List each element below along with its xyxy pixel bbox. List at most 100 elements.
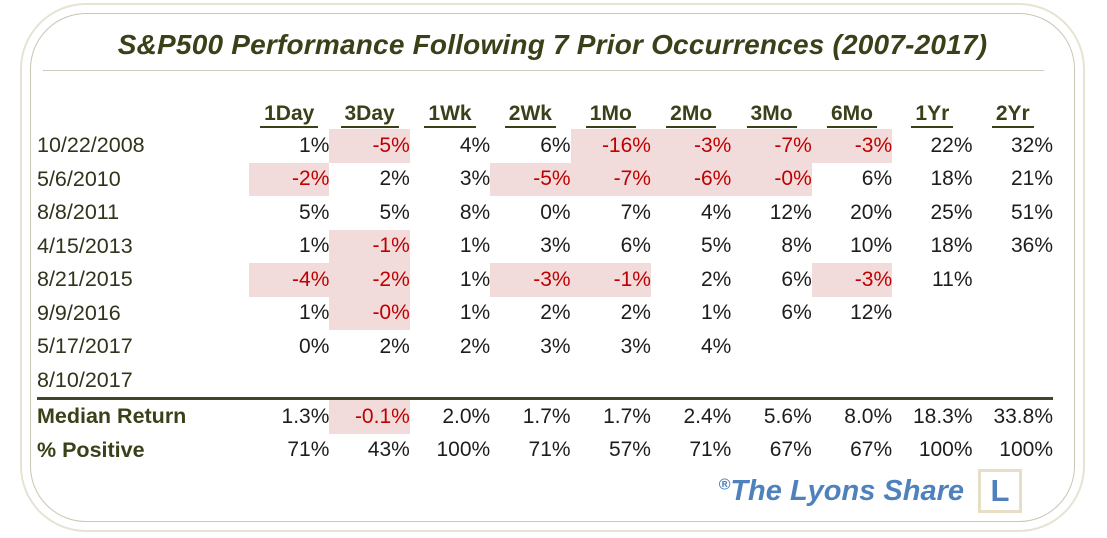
table-row: 5/17/2017 0% 2% 2% 3% 3% 4% xyxy=(37,330,1053,364)
value-cell: 4% xyxy=(701,200,732,224)
value-cell xyxy=(731,330,811,364)
value-cell: 8% xyxy=(781,234,812,258)
column-header-label: 1Day xyxy=(260,102,319,128)
column-header-1yr: 1Yr xyxy=(892,95,972,129)
value-cell: -7% xyxy=(731,129,812,163)
value-cell: 2.0% xyxy=(409,397,491,434)
summary-row: % Positive 71% 43% 100% 71% 57% 71% 67% 67% 100% 1… xyxy=(37,434,1053,468)
date-label: 10/22/2008 xyxy=(37,133,145,158)
value-cell: 51% xyxy=(1010,200,1053,224)
value-cell: 4% xyxy=(459,133,491,157)
value-cell: 18% xyxy=(930,167,973,191)
table-row: 10/22/2008 1% -5% 4% 6% -16% -3% -7% -3% 22% 32% xyxy=(37,129,1053,163)
value-cell xyxy=(651,364,731,399)
summary-label: Median Return xyxy=(37,397,250,434)
value-cell: 5% xyxy=(379,200,410,224)
summary-row: Median Return 1.3% -0.1% 2.0% 1.7% 1.7% 2.4% 5.… xyxy=(37,397,1053,434)
value-cell: 6% xyxy=(861,167,893,191)
header-row: 1Day 3Day 1Wk 2Wk 1Mo 2Mo 3Mo 6Mo 1Yr 2Yr xyxy=(37,95,1053,129)
column-header-1wk: 1Wk xyxy=(410,95,490,129)
value-cell: 71% xyxy=(528,438,571,462)
value-cell: 32% xyxy=(1010,133,1053,157)
value-cell: 2% xyxy=(459,334,491,358)
column-header-label: 1Yr xyxy=(911,102,954,128)
table-row: 8/8/2011 5% 5% 8% 0% 7% 4% 12% 20% 25% 51% xyxy=(37,196,1053,230)
chart-title: S&P500 Performance Following 7 Prior Occ… xyxy=(117,29,988,60)
column-header-1day: 1Day xyxy=(249,95,329,129)
value-cell: 3% xyxy=(620,334,651,358)
watermark: ®The Lyons Share L xyxy=(719,469,1022,513)
value-cell: 6% xyxy=(620,234,651,258)
date-label: 8/21/2015 xyxy=(37,267,133,292)
value-cell: -3% xyxy=(490,263,571,297)
value-cell: 12% xyxy=(769,200,812,224)
value-cell xyxy=(571,364,651,399)
value-cell xyxy=(812,364,892,399)
value-cell: 2% xyxy=(701,267,732,291)
value-cell xyxy=(892,297,972,331)
date-label: 8/10/2017 xyxy=(37,367,133,392)
value-cell: 67% xyxy=(769,438,812,462)
value-cell: -5% xyxy=(490,162,571,196)
value-cell: 100% xyxy=(999,438,1053,462)
column-header-3day: 3Day xyxy=(329,95,409,129)
title-divider xyxy=(43,70,1044,71)
value-cell: 5% xyxy=(299,200,330,224)
value-cell: 11% xyxy=(932,267,973,291)
column-header-1mo: 1Mo xyxy=(571,95,651,129)
column-header-3mo: 3Mo xyxy=(731,95,811,129)
value-cell: 1% xyxy=(701,301,732,325)
value-cell: 22% xyxy=(930,133,973,157)
table-body: 10/22/2008 1% -5% 4% 6% -16% -3% -7% -3% 22% 32% 5/… xyxy=(37,129,1053,399)
date-label: 4/15/2013 xyxy=(37,233,133,258)
value-cell xyxy=(973,297,1053,331)
value-cell: 100% xyxy=(436,438,491,462)
value-cell: 1% xyxy=(459,267,491,291)
value-cell: 20% xyxy=(850,200,893,224)
value-cell: 18% xyxy=(930,234,973,258)
column-header-label: 1Wk xyxy=(424,102,476,128)
value-cell: 5% xyxy=(701,234,732,258)
value-cell xyxy=(892,364,972,399)
column-header-label: 2Mo xyxy=(666,102,717,128)
value-cell: 8.0% xyxy=(811,397,893,434)
value-cell: 3% xyxy=(540,334,571,358)
value-cell: -3% xyxy=(811,129,893,163)
value-cell: -0% xyxy=(731,162,812,196)
value-cell xyxy=(731,364,811,399)
value-cell: 1% xyxy=(299,301,330,325)
value-cell xyxy=(973,330,1053,364)
value-cell: -7% xyxy=(570,162,651,196)
value-cell xyxy=(973,364,1053,399)
column-header-label: 2Yr xyxy=(991,102,1034,128)
date-label: 5/17/2017 xyxy=(37,334,133,359)
value-cell: 3% xyxy=(459,167,491,191)
value-cell: -2% xyxy=(249,162,330,196)
value-cell: 36% xyxy=(1010,234,1053,258)
value-cell: 100% xyxy=(918,438,973,462)
value-cell: 21% xyxy=(1010,167,1053,191)
value-cell: 2.4% xyxy=(650,397,732,434)
date-label: 5/6/2010 xyxy=(37,166,121,191)
value-cell: -1% xyxy=(570,263,651,297)
value-cell: 3% xyxy=(540,234,571,258)
column-header-6mo: 6Mo xyxy=(812,95,892,129)
table-header: 1Day 3Day 1Wk 2Wk 1Mo 2Mo 3Mo 6Mo 1Yr 2Yr xyxy=(37,95,1053,129)
value-cell: 33.8% xyxy=(972,397,1053,434)
value-cell: 8% xyxy=(459,200,491,224)
value-cell: 43% xyxy=(367,438,410,462)
value-cell: 71% xyxy=(689,438,732,462)
value-cell xyxy=(892,330,972,364)
value-cell: -16% xyxy=(570,129,651,163)
value-cell: -4% xyxy=(249,263,330,297)
value-cell: 67% xyxy=(850,438,893,462)
value-cell: -2% xyxy=(329,263,410,297)
value-cell: 25% xyxy=(930,200,973,224)
corner-cell xyxy=(37,95,249,129)
table-row: 4/15/2013 1% -1% 1% 3% 6% 5% 8% 10% 18% 36% xyxy=(37,229,1053,263)
value-cell: 1% xyxy=(299,133,330,157)
value-cell xyxy=(973,263,1053,297)
value-cell xyxy=(490,364,570,399)
value-cell: 18.3% xyxy=(892,397,973,434)
lyons-share-logo: L xyxy=(978,469,1022,513)
